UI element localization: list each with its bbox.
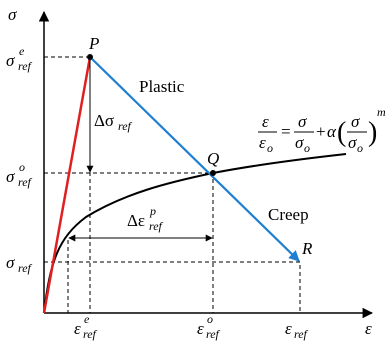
region-label: Creep <box>268 205 309 224</box>
eq-text: m <box>377 105 386 119</box>
strain-increment-sub: ref <box>149 219 164 233</box>
eq-text: α <box>327 122 337 141</box>
strain-increment: Δε <box>127 211 145 230</box>
x-label: ε <box>74 319 81 338</box>
x-label-sub: ref <box>83 327 98 341</box>
region-label: Plastic <box>139 77 185 96</box>
y-axis-label: σ <box>8 5 17 24</box>
y-label: σ <box>6 51 15 70</box>
x-label-sup: e <box>84 312 90 326</box>
y-label: σ <box>6 167 15 186</box>
eq-text: ε <box>259 133 266 152</box>
x-label-sub: ref <box>206 327 221 341</box>
eq-text: o <box>304 141 310 155</box>
point-label: R <box>301 239 313 258</box>
y-label-sub: ref <box>18 261 33 275</box>
point-label: Q <box>207 149 219 168</box>
x-label: ε <box>285 319 292 338</box>
x-label-sub: ref <box>294 327 309 341</box>
y-label-sup: e <box>19 44 25 58</box>
y-label: σ <box>6 253 15 272</box>
stress-increment: Δσ <box>94 111 114 130</box>
stress-increment-sub: ref <box>118 119 133 133</box>
strain-increment-sup: p <box>149 204 156 218</box>
elastic-line <box>42 56 92 314</box>
x-label: ε <box>197 319 204 338</box>
eq-text: ( <box>337 117 346 148</box>
x-label-sup: o <box>207 312 213 326</box>
eq-text: o <box>357 141 363 155</box>
creep-curve <box>43 153 347 314</box>
point-q <box>210 170 216 176</box>
eq-text: σ <box>348 133 357 152</box>
point-label: P <box>88 34 99 53</box>
eq-text: σ <box>295 133 304 152</box>
equation: ε ε o = σ σ o + α ( σ σ o ) m <box>258 105 386 155</box>
eq-text: = <box>281 122 291 141</box>
x-axis-label: ε <box>365 319 372 338</box>
eq-text: o <box>267 141 273 155</box>
eq-text: σ <box>298 112 307 131</box>
eq-text: σ <box>351 112 360 131</box>
y-label-sub: ref <box>18 59 33 73</box>
eq-text: + <box>316 122 326 141</box>
y-label-sup: o <box>19 160 25 174</box>
plastic-path <box>89 56 300 262</box>
eq-text: ) <box>368 117 377 148</box>
point-p <box>87 54 93 60</box>
y-label-sub: ref <box>18 175 33 189</box>
eq-text: ε <box>262 112 269 131</box>
